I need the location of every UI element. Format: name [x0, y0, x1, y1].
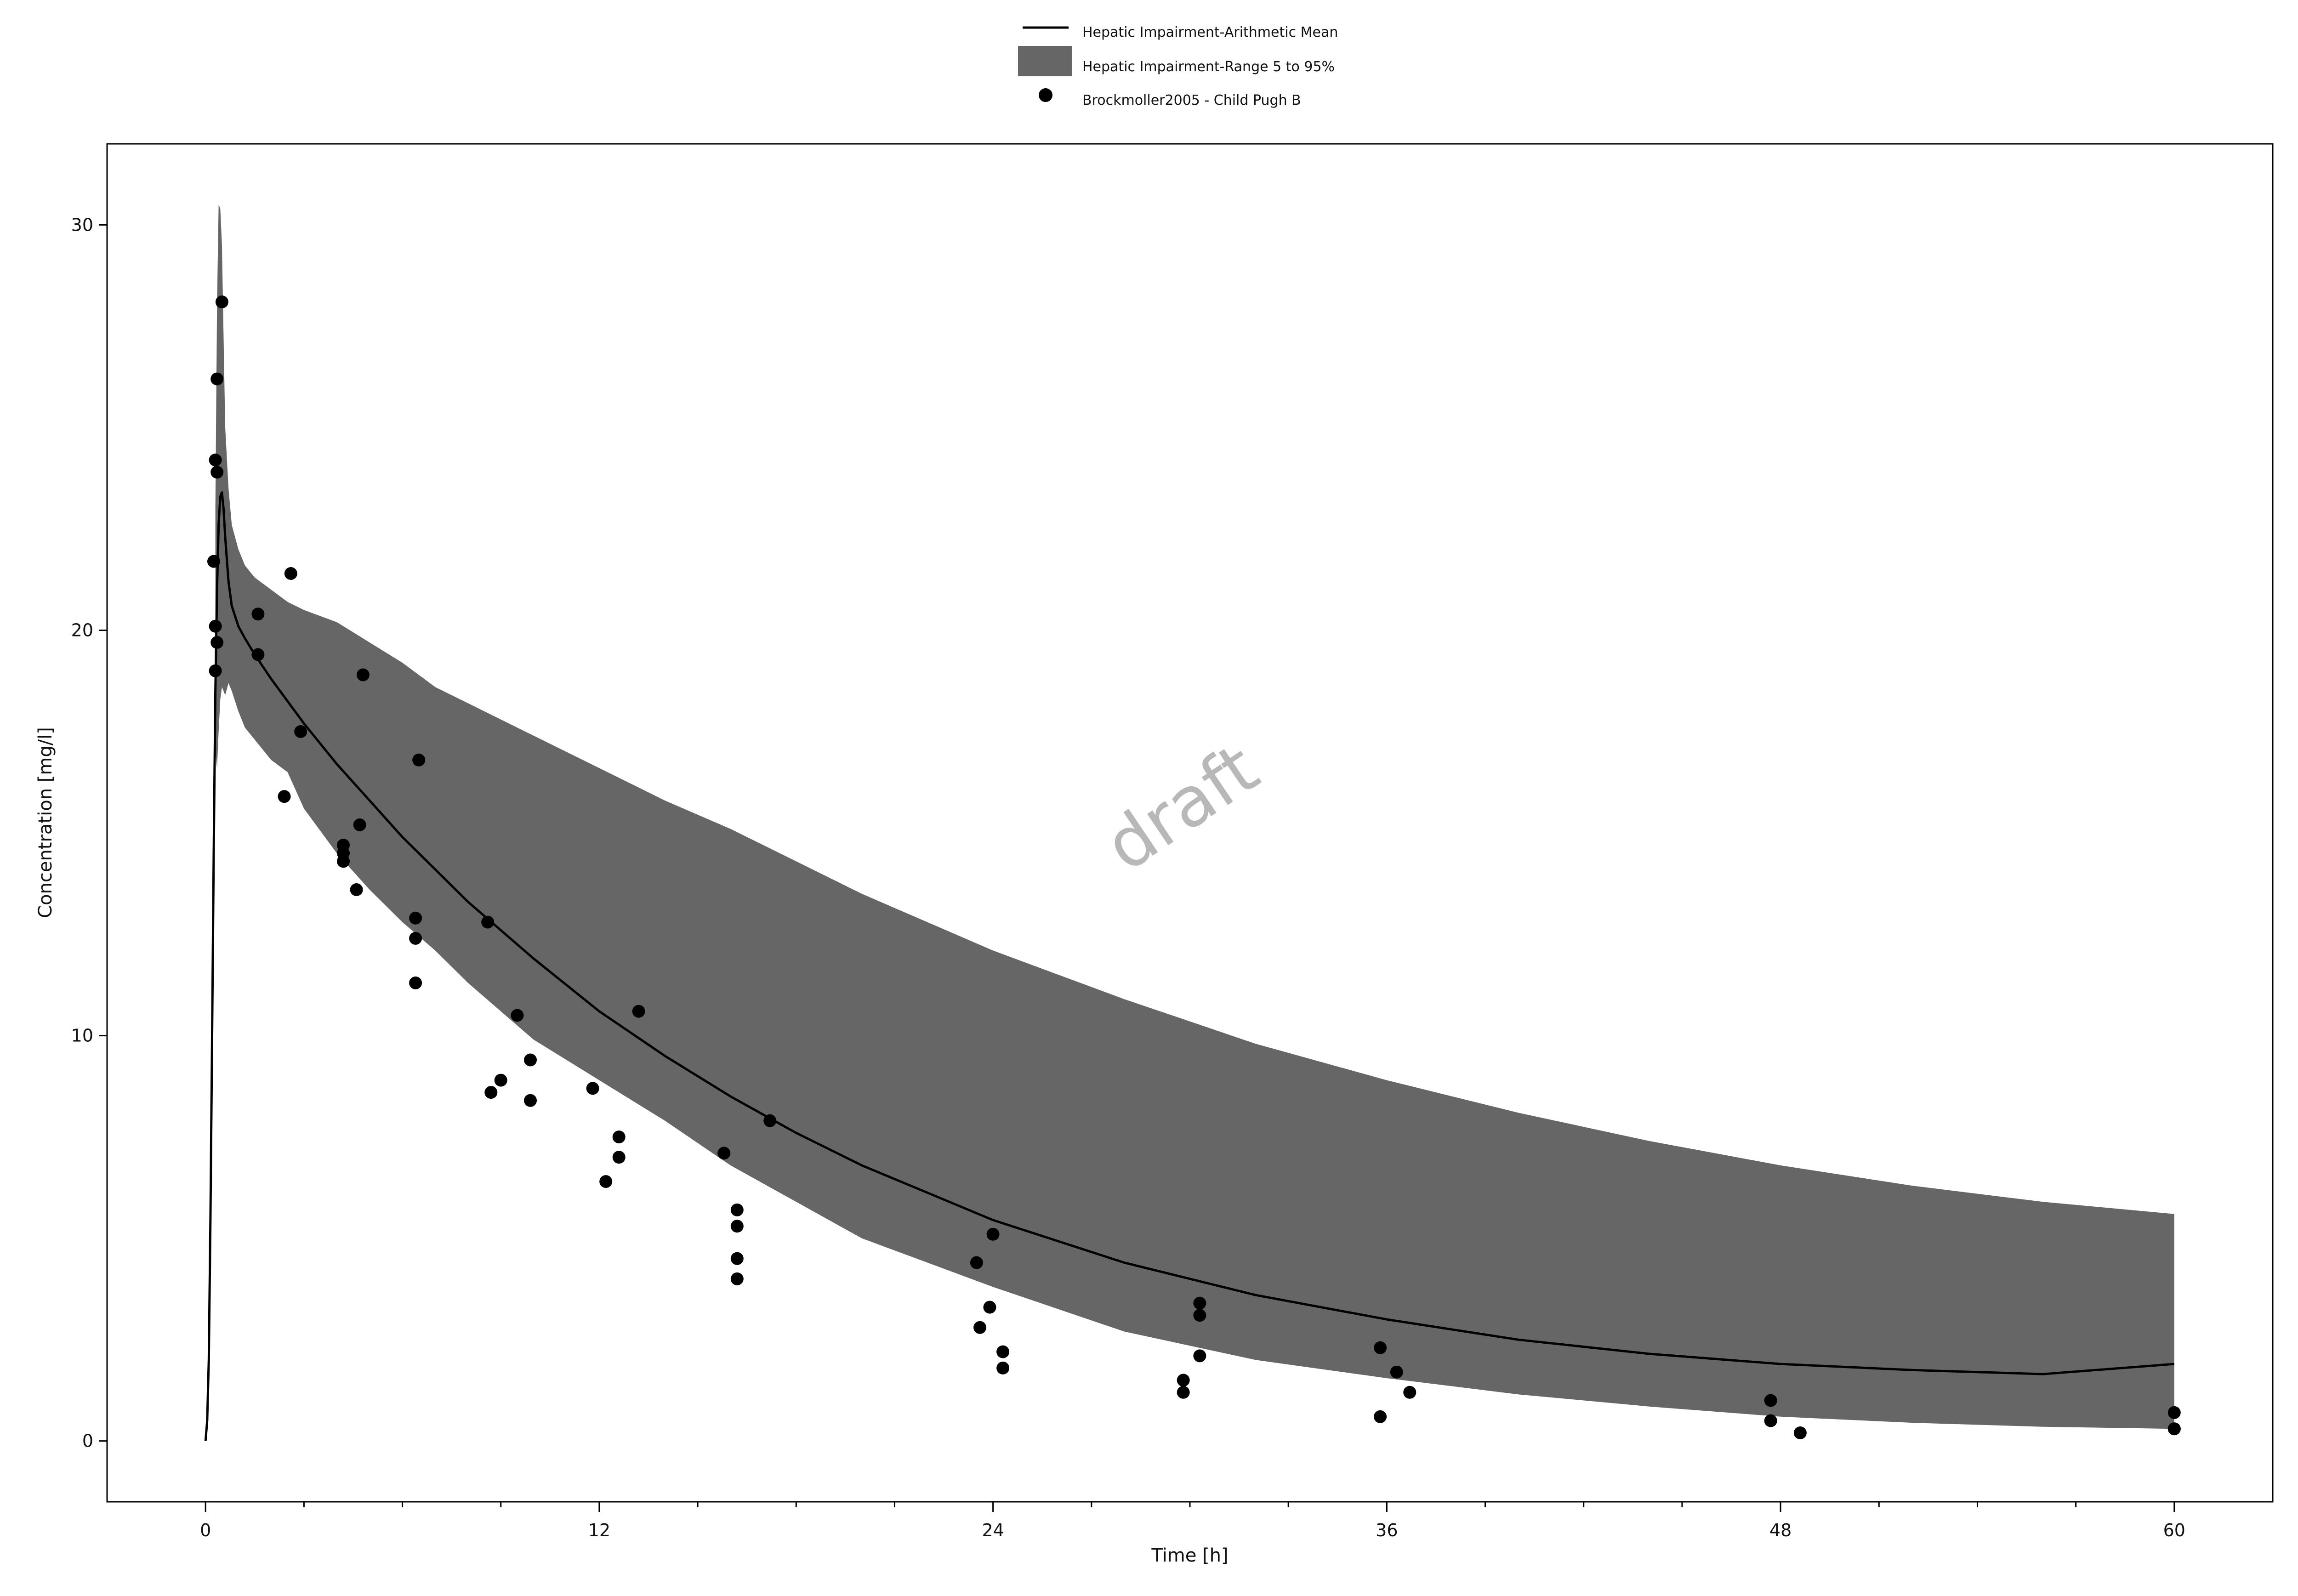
- observed-point: [207, 555, 220, 568]
- observed-point: [717, 1147, 731, 1160]
- observed-point: [337, 855, 350, 868]
- x-tick-label: 0: [200, 1520, 211, 1540]
- legend-label-observed: Brockmoller2005 - Child Pugh B: [1082, 92, 1301, 108]
- observed-point: [1374, 1410, 1387, 1423]
- observed-point: [612, 1151, 626, 1164]
- x-tick-label: 36: [1376, 1520, 1398, 1540]
- observed-point: [524, 1094, 537, 1107]
- range-band-layer: [215, 204, 2174, 1429]
- observed-point: [1793, 1426, 1807, 1439]
- observed-point: [356, 668, 370, 682]
- x-tick-label: 12: [588, 1520, 610, 1540]
- observed-point: [1374, 1341, 1387, 1354]
- observed-point: [484, 1086, 498, 1099]
- observed-point: [730, 1252, 744, 1265]
- observed-point: [1177, 1374, 1190, 1387]
- x-tick-label: 24: [982, 1520, 1004, 1540]
- observed-point: [353, 818, 366, 831]
- observed-point: [209, 454, 222, 466]
- observed-point: [1390, 1365, 1403, 1379]
- observed-point: [599, 1175, 613, 1188]
- observed-point: [481, 915, 495, 929]
- observed-point: [763, 1114, 777, 1127]
- observed-point: [730, 1220, 744, 1233]
- observed-point: [730, 1272, 744, 1285]
- observed-point: [1764, 1414, 1777, 1427]
- observed-point: [973, 1321, 987, 1334]
- observed-point: [278, 790, 291, 803]
- observed-point: [409, 976, 422, 989]
- observed-point: [494, 1073, 507, 1087]
- observed-point: [1193, 1309, 1206, 1322]
- legend-label-range: Hepatic Impairment-Range 5 to 95%: [1082, 59, 1335, 75]
- observed-point: [215, 295, 228, 308]
- legend-marker-swatch: [1039, 88, 1052, 102]
- observed-point: [412, 753, 426, 767]
- observed-point: [1193, 1296, 1206, 1310]
- y-tick-label: 10: [71, 1026, 93, 1046]
- y-axis-title: Concentration [mg/l]: [35, 727, 56, 918]
- y-tick-label: 20: [71, 620, 93, 641]
- observed-points-layer: [207, 295, 2181, 1439]
- legend-band-swatch: [1018, 46, 1072, 76]
- observed-point: [210, 466, 224, 479]
- observed-point: [983, 1301, 996, 1314]
- observed-point: [409, 911, 422, 925]
- observed-point: [284, 567, 297, 580]
- observed-point: [2167, 1422, 2181, 1436]
- observed-point: [730, 1203, 744, 1216]
- observed-point: [996, 1345, 1010, 1358]
- observed-point: [511, 1009, 524, 1022]
- legend: Hepatic Impairment-Arithmetic Mean Hepat…: [1018, 24, 1338, 108]
- observed-point: [1764, 1394, 1777, 1407]
- observed-point: [210, 372, 224, 386]
- observed-point: [1403, 1386, 1416, 1399]
- observed-point: [2167, 1406, 2181, 1419]
- observed-point: [1177, 1386, 1190, 1399]
- observed-point: [251, 648, 265, 661]
- legend-label-mean: Hepatic Impairment-Arithmetic Mean: [1082, 24, 1338, 40]
- observed-point: [294, 725, 307, 738]
- x-tick-label: 60: [2163, 1520, 2185, 1540]
- observed-point: [350, 883, 363, 896]
- x-tick-label: 48: [1769, 1520, 1792, 1540]
- observed-point: [1193, 1349, 1206, 1363]
- observed-point: [251, 608, 265, 621]
- observed-point: [209, 664, 222, 677]
- observed-point: [586, 1082, 599, 1095]
- observed-point: [524, 1053, 537, 1067]
- observed-point: [986, 1227, 1000, 1241]
- observed-point: [409, 931, 422, 945]
- observed-point: [612, 1130, 626, 1144]
- observed-point: [209, 619, 222, 633]
- range-band: [215, 204, 2174, 1429]
- observed-point: [632, 1005, 645, 1018]
- y-tick-label: 30: [71, 215, 93, 235]
- observed-point: [970, 1256, 983, 1269]
- y-axis: 0 10 20 30: [71, 215, 107, 1451]
- observed-point: [210, 636, 224, 649]
- x-axis: 0 12 24 36 48 60: [200, 1502, 2185, 1540]
- x-axis-title: Time [h]: [1151, 1545, 1228, 1566]
- observed-point: [996, 1361, 1010, 1374]
- y-tick-label: 0: [82, 1431, 93, 1451]
